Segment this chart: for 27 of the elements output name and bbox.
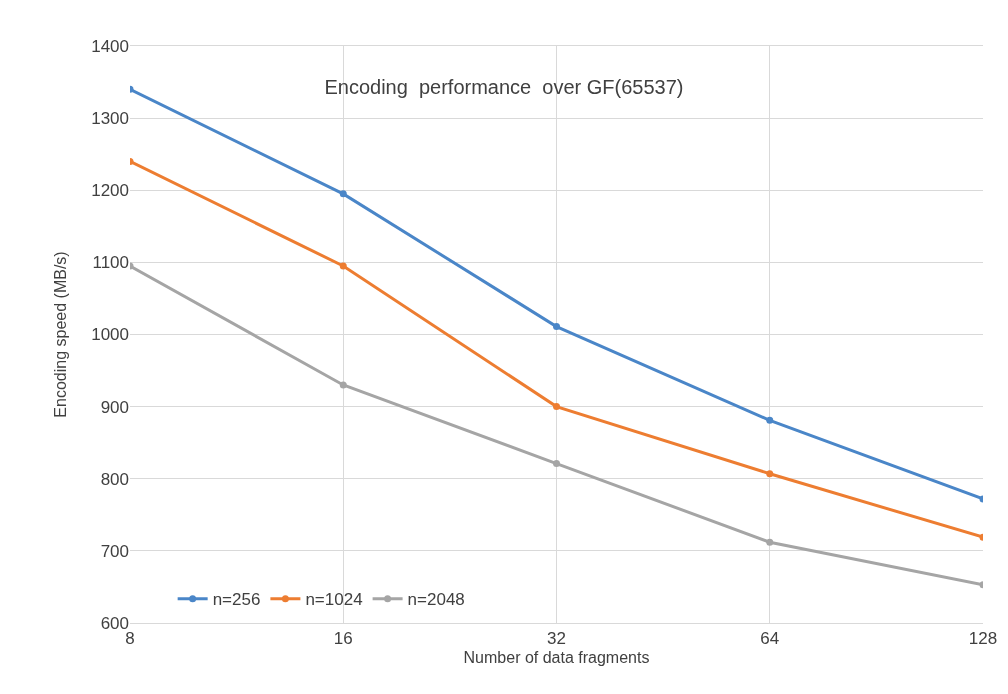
y-tick-label: 1300 <box>91 109 129 129</box>
y-tick-label: 700 <box>100 541 129 561</box>
x-tick-label: 64 <box>760 629 780 649</box>
y-tick-label: 1100 <box>92 253 129 273</box>
y-tick-label: 1400 <box>91 36 129 56</box>
x-axis-title: Number of data fragments <box>463 649 650 667</box>
y-tick-label: 900 <box>100 397 129 417</box>
x-tick-label: 16 <box>333 629 353 649</box>
point <box>766 470 774 478</box>
x-tick-label: 128 <box>968 629 998 649</box>
y-tick-label: 1000 <box>91 325 129 345</box>
point <box>766 538 774 546</box>
y-tick-label: 800 <box>100 469 129 489</box>
y-tick-label: 1200 <box>91 181 129 201</box>
legend-label: n=1024 <box>305 590 363 610</box>
point <box>339 381 347 389</box>
point <box>553 460 560 468</box>
x-tick-label: 32 <box>547 629 566 649</box>
point <box>339 190 347 198</box>
point <box>766 416 774 424</box>
text: Encoding performance over GF(65537) <box>324 75 684 98</box>
legend-label: n=2048 <box>407 590 465 610</box>
point <box>553 323 560 331</box>
legend-label: n=256 <box>212 590 261 610</box>
y-axis-title: Encoding speed (MB/s) <box>52 251 70 418</box>
point <box>553 403 560 411</box>
point <box>339 262 347 270</box>
